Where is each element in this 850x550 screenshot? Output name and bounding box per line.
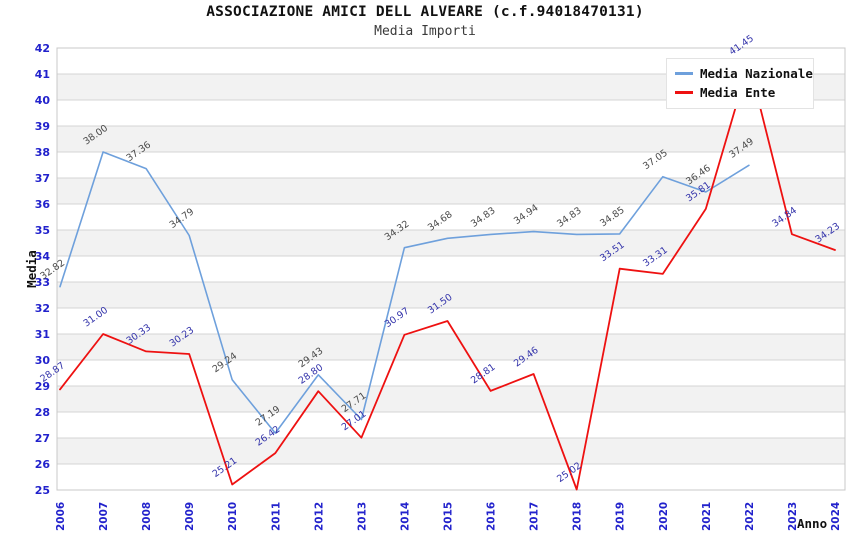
grid-band [57,126,845,152]
x-tick-label: 2014 [399,502,411,531]
legend-line-media-nazionale [675,72,693,75]
series-line-media-nazionale [59,151,750,434]
y-tick-label: 28 [35,406,50,419]
x-tick-label: 2020 [658,502,670,531]
legend-label-media-nazionale: Media Nazionale [700,66,813,81]
x-tick-label: 2022 [744,502,756,531]
x-tick-label: 2007 [98,502,110,531]
grid-band [57,178,845,204]
x-tick-label: 2019 [615,502,627,531]
legend-item-media-nazionale: Media Nazionale [675,64,813,83]
x-tick-label: 2024 [830,502,842,531]
y-tick-label: 37 [35,172,50,185]
y-tick-label: 36 [35,198,51,211]
series-line-media-ente [59,61,836,491]
point-label: 41.45 [727,33,756,58]
x-tick-label: 2012 [313,502,325,531]
y-tick-label: 38 [35,146,50,159]
x-tick-label: 2015 [443,502,455,531]
grid-band [57,334,845,360]
x-axis-title: Anno [797,516,828,531]
grid-band [57,282,845,308]
y-tick-label: 26 [35,458,51,471]
y-tick-label: 31 [35,328,50,341]
point-label: 30.97 [383,306,412,331]
x-tick-label: 2008 [141,502,153,531]
y-tick-label: 33 [35,276,50,289]
y-axis-title: Media [24,250,39,288]
y-tick-label: 29 [35,380,50,393]
x-tick-label: 2013 [356,502,368,531]
point-label: 28.81 [469,362,498,387]
point-label: 34.85 [598,205,627,230]
legend: Media Nazionale Media Ente [666,58,814,109]
y-tick-label: 35 [35,224,50,237]
point-label: 34.94 [512,202,541,227]
x-tick-label: 2016 [486,502,498,531]
grid-band [57,230,845,256]
chart-title: ASSOCIAZIONE AMICI DELL ALVEARE (c.f.940… [206,4,644,20]
legend-item-media-ente: Media Ente [675,83,805,102]
y-tick-label: 25 [35,484,50,497]
y-tick-label: 41 [35,68,50,81]
y-tick-label: 27 [35,432,50,445]
x-tick-label: 2006 [55,502,67,531]
point-label: 34.83 [555,205,584,230]
chart-subtitle: Media Importi [374,24,476,39]
y-tick-label: 42 [35,42,50,55]
y-tick-label: 34 [35,250,51,263]
x-tick-label: 2009 [184,502,196,531]
x-tick-label: 2018 [572,502,584,531]
legend-line-media-ente [675,91,693,94]
plot-border [56,47,846,491]
x-tick-label: 2011 [270,502,282,531]
point-label: 31.00 [82,305,111,330]
x-tick-label: 2023 [787,502,799,531]
y-tick-label: 30 [35,354,51,367]
grid-band [57,438,845,464]
x-tick-label: 2021 [701,502,713,531]
y-tick-label: 39 [35,120,50,133]
x-tick-label: 2017 [529,502,541,531]
x-tick-label: 2010 [227,502,239,531]
y-tick-label: 40 [35,94,51,107]
grid-band [57,386,845,412]
y-tick-label: 32 [35,302,50,315]
point-label: 34.83 [469,205,498,230]
legend-label-media-ente: Media Ente [700,85,776,100]
